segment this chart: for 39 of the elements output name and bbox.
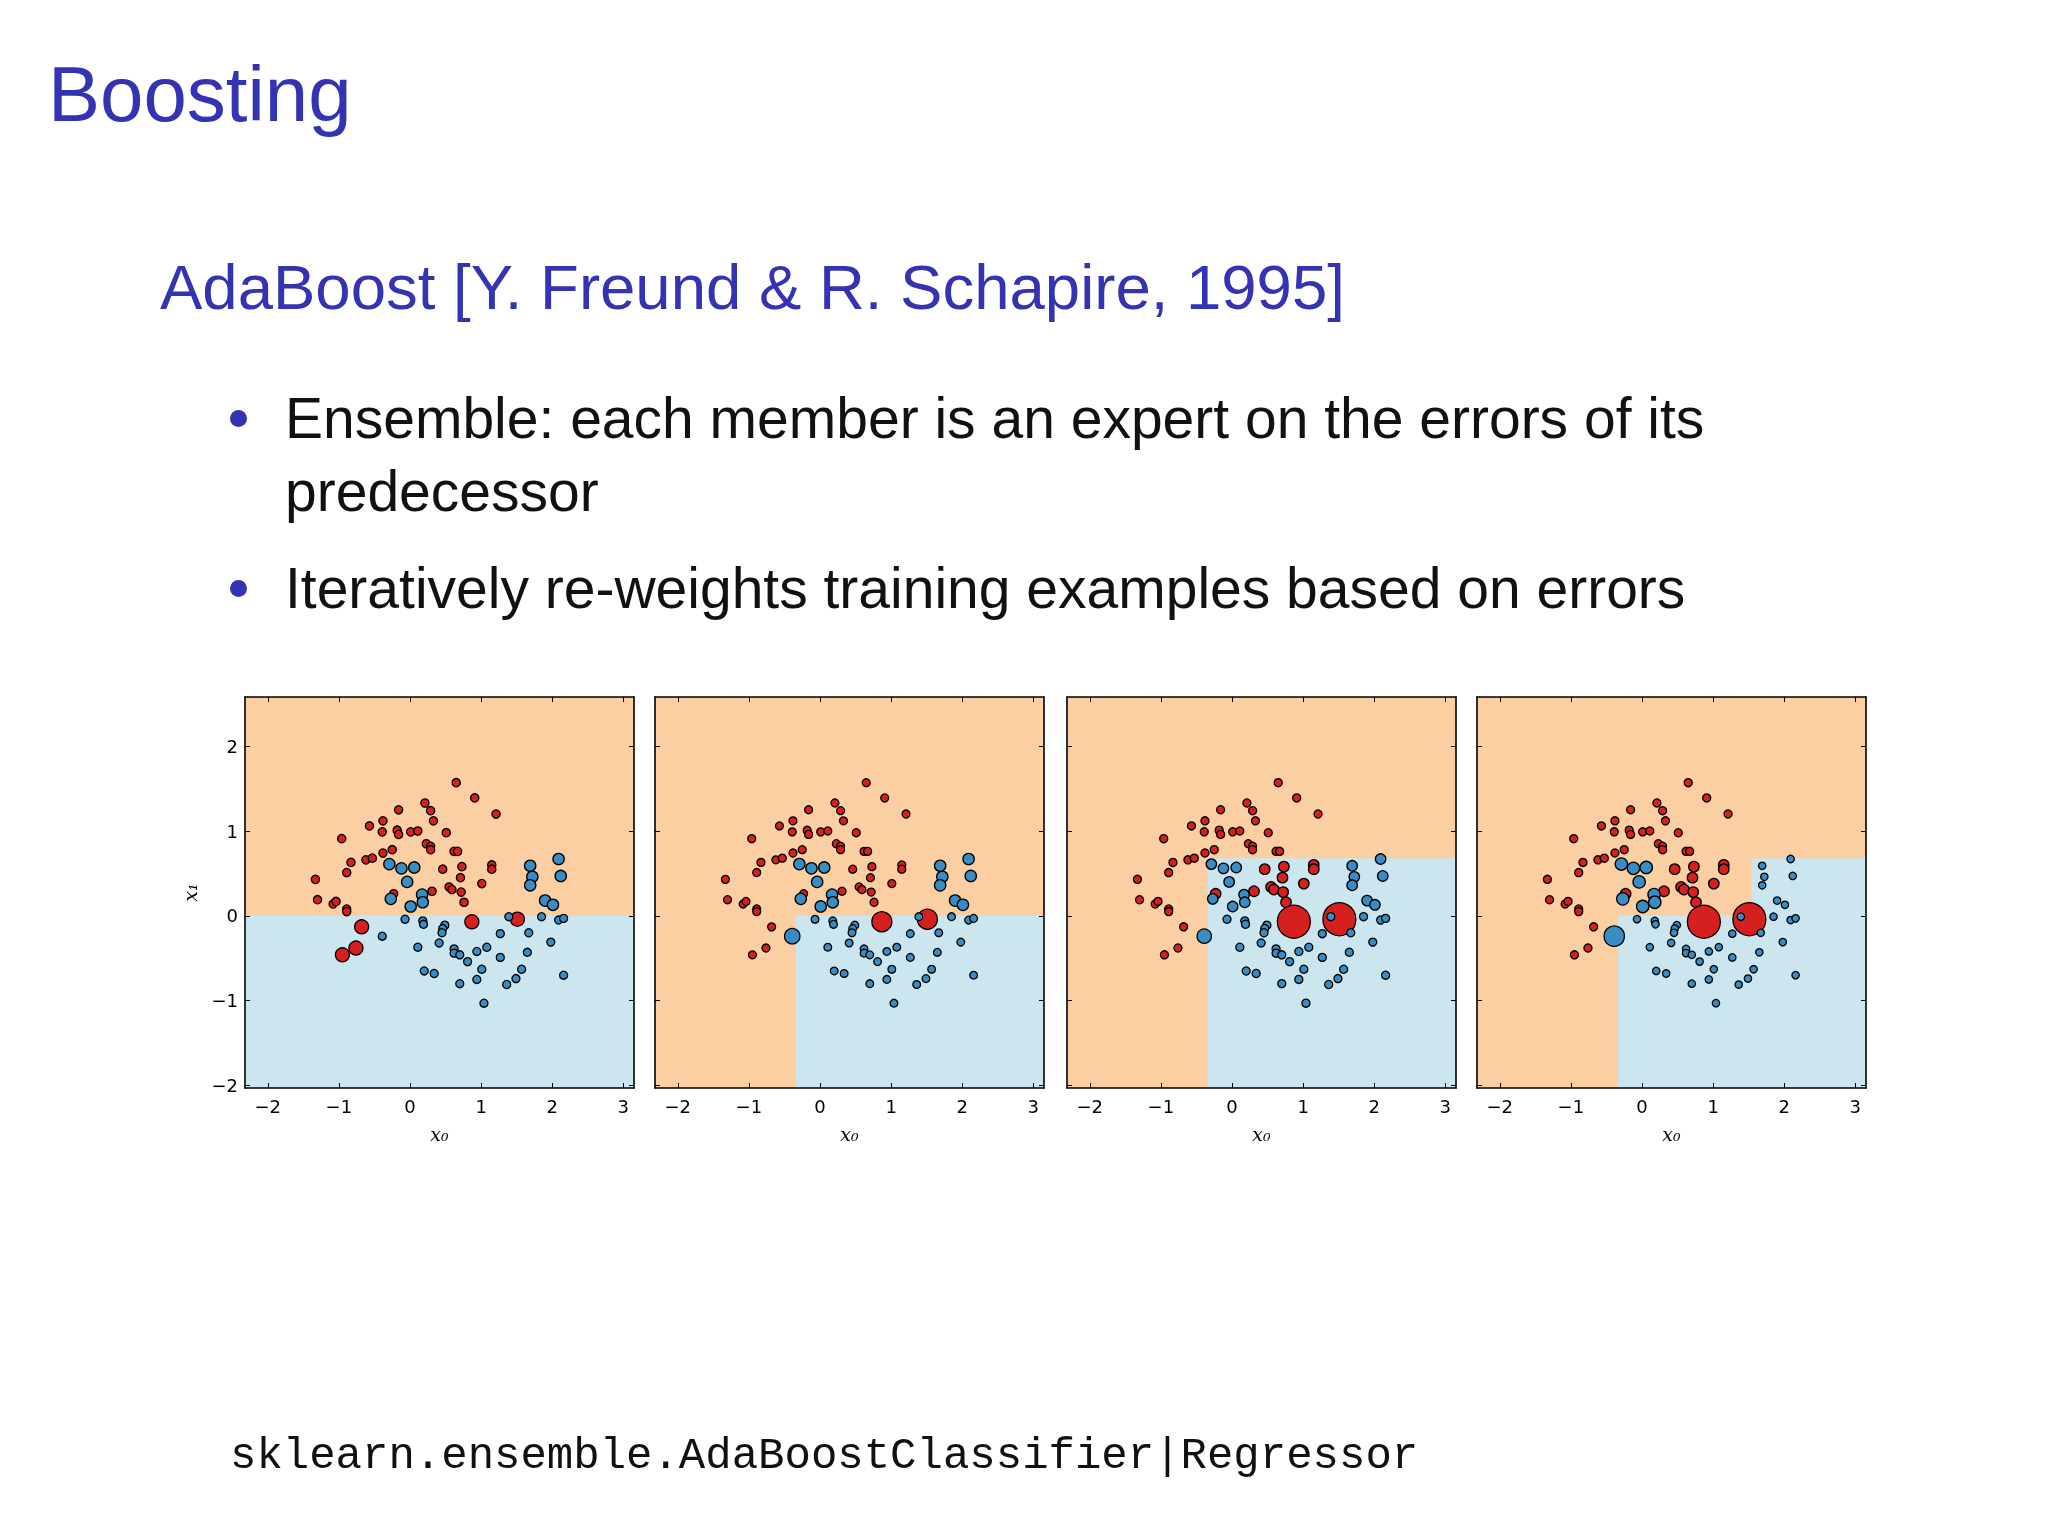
x-tick-label: −2 xyxy=(664,1095,692,1117)
x-tick-label: 2 xyxy=(956,1095,968,1117)
y-tick-label: 1 xyxy=(226,820,238,842)
y-tick-label: −2 xyxy=(211,1074,238,1096)
x-tick-label: −2 xyxy=(254,1095,282,1117)
y-axis-title: x₁ xyxy=(178,883,201,902)
x-tick-label: 1 xyxy=(1297,1095,1309,1117)
x-tick-label: 1 xyxy=(885,1095,897,1117)
text: Ensemble: each member is an expert on the errors of its predecessor xyxy=(285,385,1706,525)
y-tick-label: −1 xyxy=(211,990,238,1012)
y-tick-label: 2 xyxy=(226,735,238,757)
x-tick-label: 3 xyxy=(1027,1095,1040,1117)
x-tick-label: 1 xyxy=(1707,1095,1719,1117)
x-tick-label: 2 xyxy=(1368,1095,1380,1117)
x-tick-label: 0 xyxy=(1226,1095,1238,1117)
x-tick-label: −1 xyxy=(735,1095,763,1117)
text: sklearn.ensemble.AdaBoostClassifier|Regressor xyxy=(230,1430,1419,1483)
x-tick-label: 1 xyxy=(475,1095,487,1117)
x-tick-label: −1 xyxy=(1147,1095,1175,1117)
x-tick-label: 3 xyxy=(617,1095,630,1117)
text: AdaBoost [Y. Freund & R. Schapire, 1995] xyxy=(160,251,1345,324)
x-axis-title: x₀ xyxy=(1252,1122,1272,1145)
x-tick-label: −2 xyxy=(1486,1095,1514,1117)
x-tick-label: −1 xyxy=(1557,1095,1585,1117)
x-axis-title: x₀ xyxy=(840,1122,860,1145)
x-tick-label: 0 xyxy=(814,1095,826,1117)
x-tick-label: −2 xyxy=(1076,1095,1104,1117)
x-tick-label: 0 xyxy=(1636,1095,1648,1117)
text: Boosting xyxy=(48,49,352,140)
x-tick-label: 2 xyxy=(546,1095,558,1117)
x-tick-label: 3 xyxy=(1849,1095,1862,1117)
y-tick-label: 0 xyxy=(226,905,238,927)
x-tick-label: 3 xyxy=(1439,1095,1452,1117)
text: Iteratively re-weights training examples based on errors xyxy=(285,555,1687,622)
x-tick-label: 0 xyxy=(404,1095,416,1117)
x-axis-title: x₀ xyxy=(430,1122,450,1145)
x-tick-label: 2 xyxy=(1778,1095,1790,1117)
x-axis-title: x₀ xyxy=(1662,1122,1682,1145)
x-tick-label: −1 xyxy=(325,1095,353,1117)
